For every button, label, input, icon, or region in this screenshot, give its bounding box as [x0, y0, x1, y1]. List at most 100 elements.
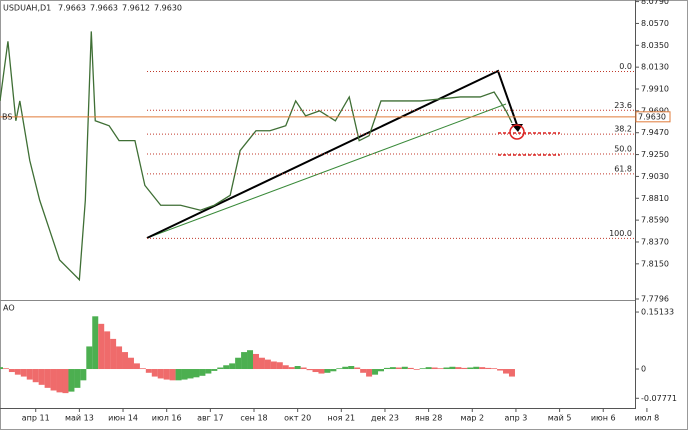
ao-bar — [32, 369, 39, 383]
ao-bar — [139, 368, 146, 370]
symbol-title: USDUAH,D1 — [3, 4, 51, 13]
x-tick-label: июн 14 — [108, 414, 138, 423]
ao-bar — [389, 367, 396, 370]
ohlc-high: 7.9663 — [90, 4, 118, 13]
highlight-circle — [509, 124, 525, 140]
ao-bar — [270, 361, 277, 370]
ao-bar — [199, 369, 206, 376]
fib-label: 50.0 — [614, 144, 632, 153]
ao-bar — [378, 369, 384, 372]
ao-bar — [479, 367, 486, 370]
ao-bar — [217, 367, 224, 370]
ao-bar — [223, 365, 230, 370]
ao-bar — [264, 359, 271, 370]
y-tick-label: 7.9470 — [641, 128, 669, 137]
fib-label: 38.2 — [614, 125, 632, 134]
ao-bar — [193, 369, 200, 378]
fib-label: 61.8 — [614, 164, 632, 173]
ao-bar — [294, 366, 301, 370]
ao-bar — [312, 369, 319, 373]
y-tick-label: 0 — [641, 365, 646, 374]
ao-bar — [372, 369, 379, 375]
y-tick-label: -0.07771 — [641, 394, 677, 403]
ao-bar — [288, 367, 295, 370]
ao-bar — [62, 369, 69, 394]
ao-bar — [133, 363, 140, 370]
ao-bar — [145, 369, 152, 373]
ao-bar — [205, 369, 212, 374]
ao-bar — [485, 367, 492, 370]
header: USDUAH,D1 7.9663 7.9663 7.9612 7.9630 — [3, 4, 182, 13]
x-tick-label: авг 17 — [197, 414, 224, 423]
ao-bar — [461, 367, 468, 370]
ao-bar — [413, 369, 420, 370]
marker-label: BS — [2, 112, 12, 121]
y-tick-label: 7.9910 — [641, 85, 669, 94]
x-tick-label: окт 20 — [284, 414, 311, 423]
ao-bar — [336, 368, 343, 370]
trend-line-black — [146, 69, 518, 239]
ao-bar — [104, 331, 111, 370]
ohlc-low: 7.9612 — [122, 4, 150, 13]
y-tick-label: 7.8370 — [641, 237, 669, 246]
ao-bar — [395, 367, 402, 370]
ao-bar — [0, 367, 3, 370]
ao-bar — [276, 362, 283, 370]
y-tick-label: 8.0790 — [641, 0, 669, 6]
x-tick-label: янв 28 — [415, 414, 442, 423]
ao-bar — [491, 368, 498, 370]
ao-bar — [175, 369, 182, 381]
ao-bar — [8, 369, 15, 373]
ao-bar — [252, 353, 259, 370]
ao-bar — [229, 363, 236, 370]
x-tick-label: мар 2 — [460, 414, 484, 423]
ao-bar — [187, 369, 194, 379]
y-tick-label: 7.7796 — [641, 295, 669, 304]
fib-label: 0.0 — [619, 62, 632, 71]
trend-line-green — [146, 103, 507, 239]
ao-bar — [56, 369, 63, 393]
fib-label: 100.0 — [609, 229, 632, 238]
x-tick-label: июл 16 — [152, 414, 182, 423]
ao-bar — [449, 366, 456, 370]
ao-bar — [163, 369, 170, 380]
ao-bar — [151, 369, 158, 377]
ao-bar — [235, 357, 242, 370]
ohlc-close: 7.9630 — [154, 4, 182, 13]
x-tick-label: сен 18 — [240, 414, 267, 423]
ao-bar — [348, 366, 355, 370]
y-tick-label: 8.0130 — [641, 63, 669, 72]
ao-bar — [366, 369, 373, 377]
ao-bar — [14, 369, 21, 375]
y-tick-label: 7.8150 — [641, 259, 669, 268]
x-tick-label: июл 8 — [635, 414, 660, 423]
price-line — [0, 31, 513, 282]
x-tick-label: май 13 — [65, 414, 94, 423]
ohlc-open: 7.9663 — [58, 4, 86, 13]
ao-bar — [181, 369, 188, 380]
ao-bar — [306, 369, 313, 371]
ao-bar — [68, 369, 75, 392]
ao-bar — [425, 367, 432, 370]
fib-label: 23.6 — [614, 101, 632, 110]
ao-bar — [127, 357, 134, 370]
ao-bar — [38, 369, 45, 385]
ao-bar — [360, 369, 367, 373]
ao-bar — [383, 367, 390, 370]
ao-bar — [211, 369, 218, 371]
ao-bar — [324, 369, 331, 373]
ao-bar — [467, 367, 474, 370]
ao-bar — [98, 323, 105, 370]
y-tick-label: 8.0570 — [641, 19, 669, 28]
ao-bar — [401, 366, 408, 370]
y-tick-label: 7.9690 — [641, 106, 669, 115]
x-tick-label: дек 23 — [371, 414, 399, 423]
ao-bar — [2, 368, 9, 370]
ao-bar — [86, 346, 93, 370]
y-tick-label: 7.9030 — [641, 172, 669, 181]
x-tick-label: июн 6 — [591, 414, 616, 423]
indicator-title: AO — [3, 304, 15, 313]
ao-bar — [247, 350, 254, 370]
